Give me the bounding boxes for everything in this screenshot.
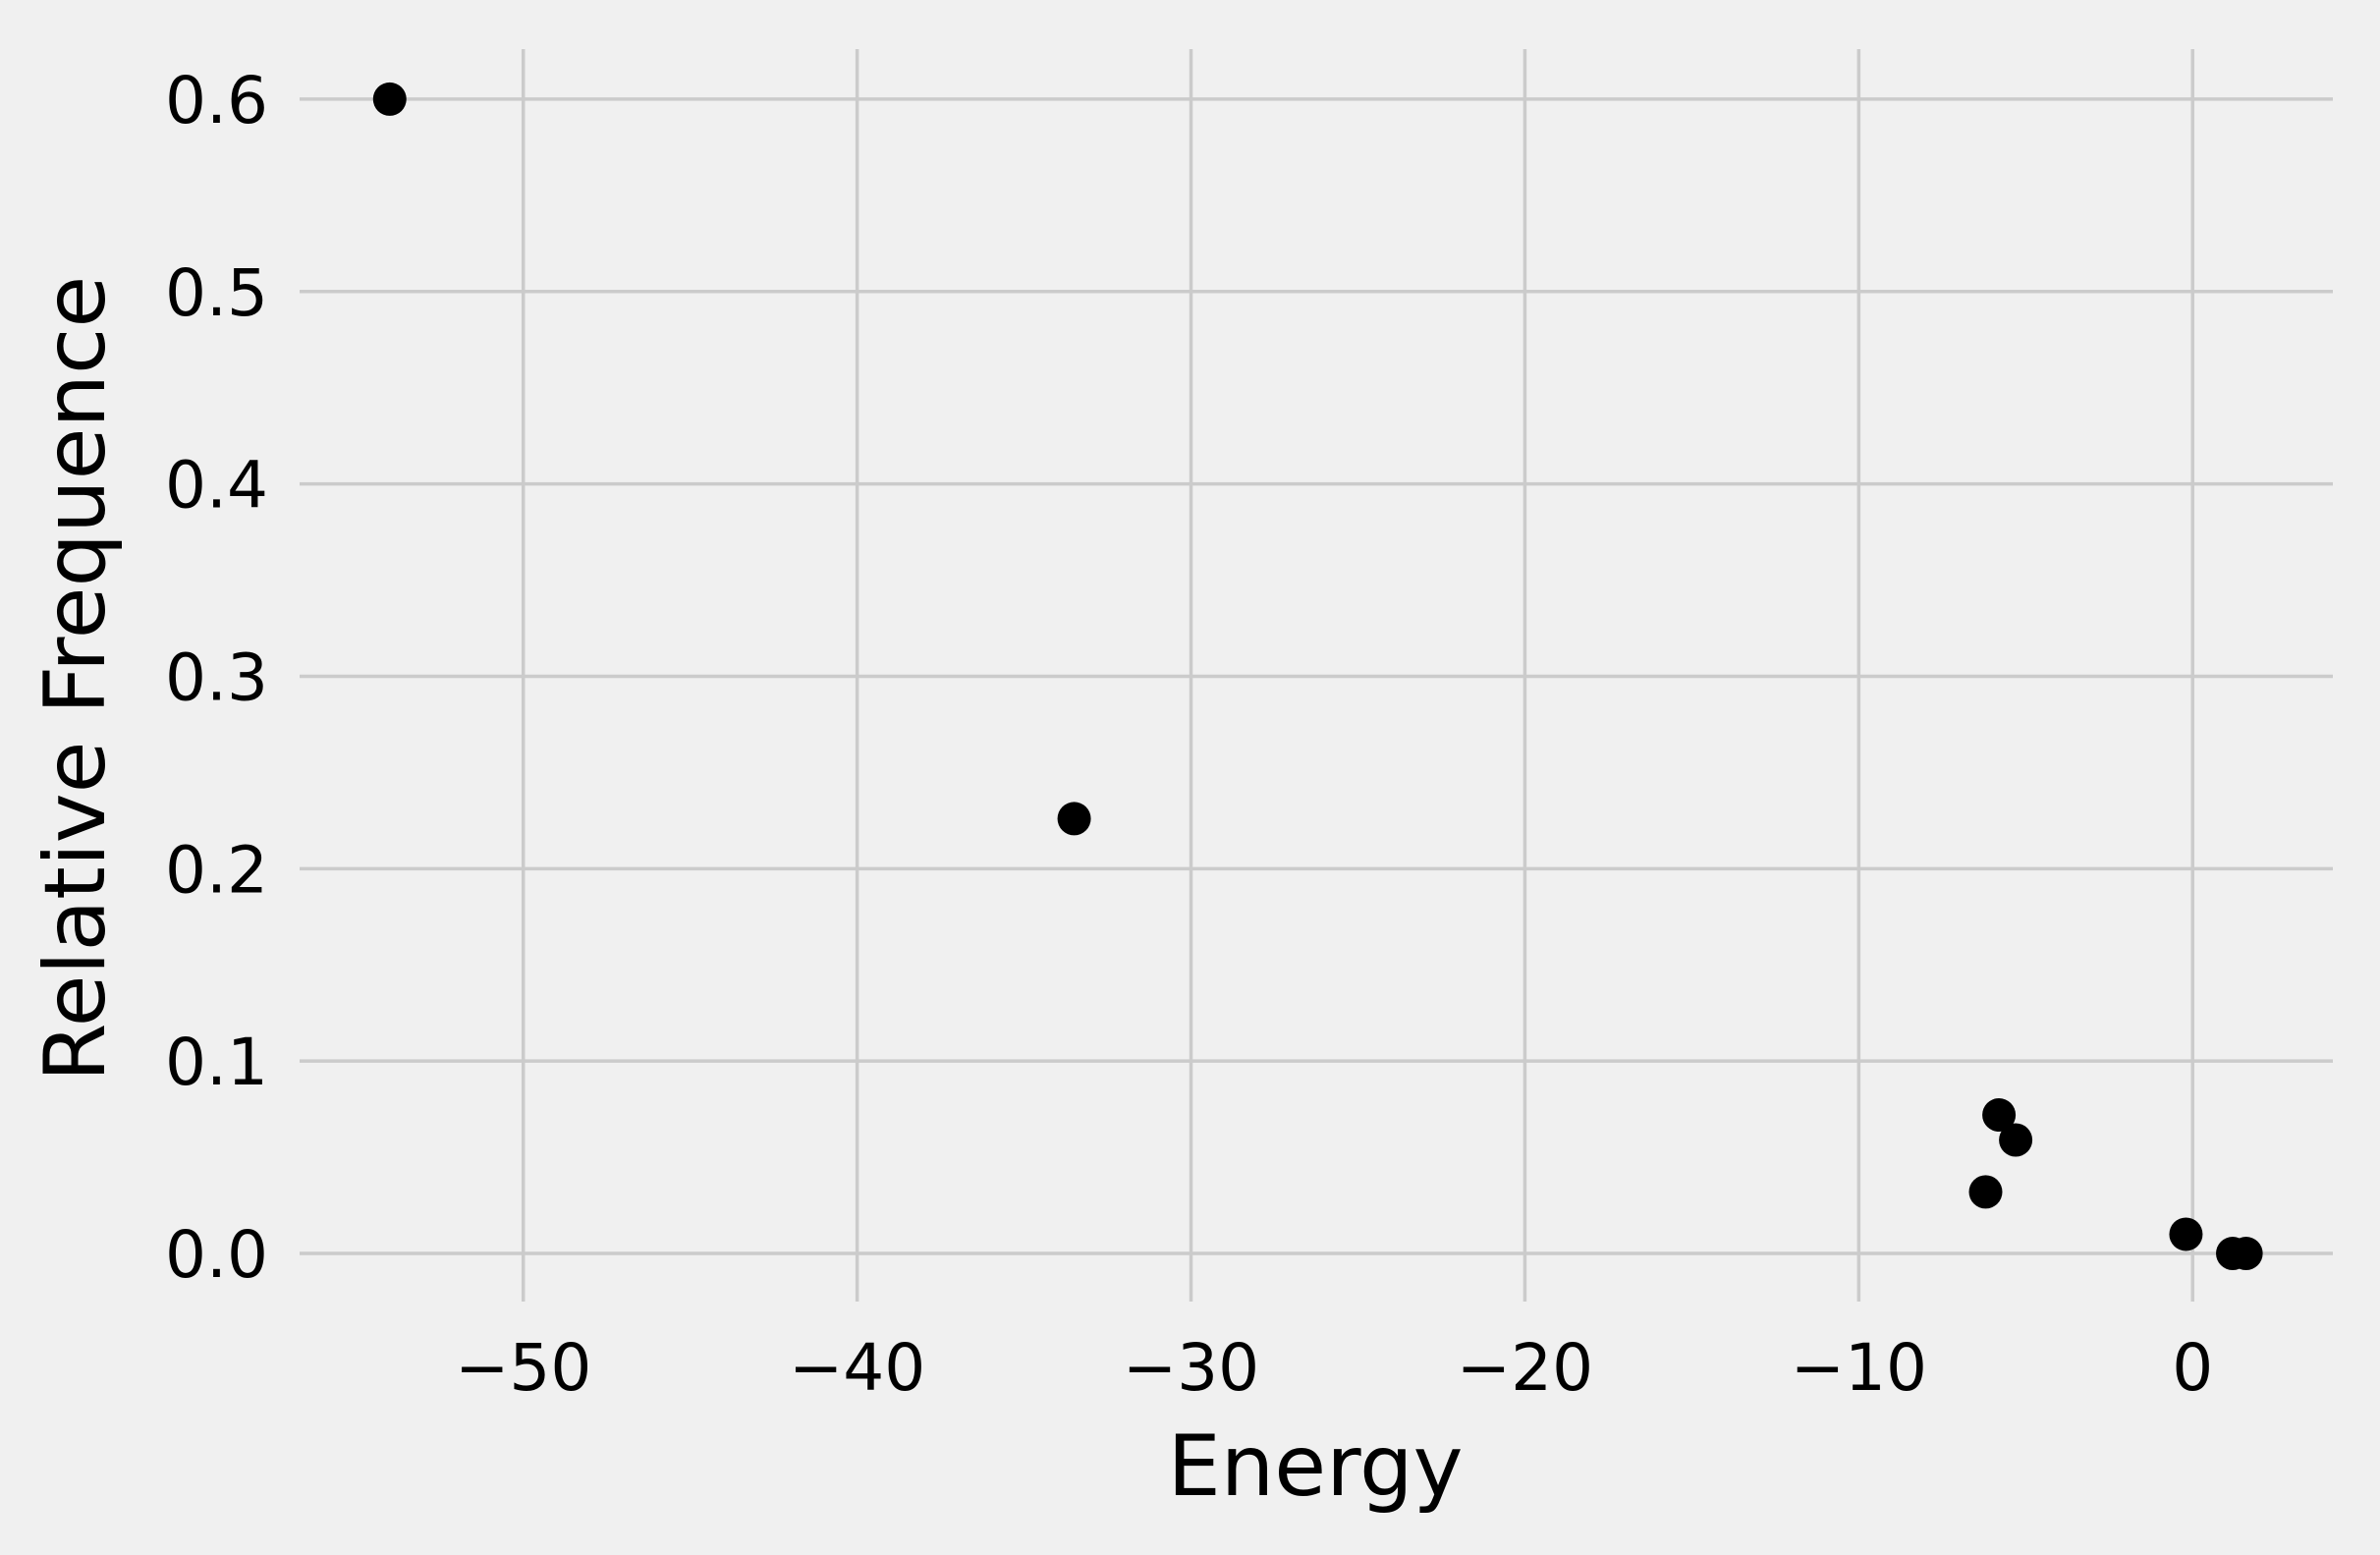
- x-tick-label: −10: [1791, 1330, 1927, 1406]
- x-tick-label: −50: [455, 1330, 591, 1406]
- y-axis-label: Relative Frequence: [27, 276, 125, 1082]
- data-point: [1968, 1175, 2003, 1209]
- x-tick-label: −40: [789, 1330, 925, 1406]
- y-tick-label: 0.5: [165, 255, 268, 331]
- y-tick-label: 0.2: [165, 832, 268, 908]
- y-tick-labels: 0.0 0.1 0.2 0.3 0.4 0.5 0.6: [165, 63, 268, 1293]
- x-tick-labels: −50 −40 −30 −20 −10 0: [455, 1330, 2213, 1406]
- grid: [300, 49, 2333, 1302]
- y-tick-label: 0.0: [165, 1217, 268, 1293]
- y-tick-label: 0.3: [165, 639, 268, 715]
- x-tick-label: −20: [1457, 1330, 1593, 1406]
- y-tick-label: 0.6: [165, 63, 268, 139]
- data-point: [1982, 1098, 2017, 1133]
- data-point: [2229, 1237, 2263, 1271]
- x-axis-label: Energy: [1167, 1417, 1463, 1516]
- data-point: [2169, 1217, 2203, 1251]
- data-point: [1999, 1123, 2033, 1157]
- data-point: [1057, 802, 1091, 836]
- y-tick-label: 0.1: [165, 1025, 268, 1100]
- x-tick-label: −30: [1123, 1330, 1259, 1406]
- data-points: [372, 82, 2263, 1271]
- data-point: [372, 82, 407, 116]
- x-tick-label: 0: [2172, 1330, 2213, 1406]
- y-tick-label: 0.4: [165, 448, 268, 524]
